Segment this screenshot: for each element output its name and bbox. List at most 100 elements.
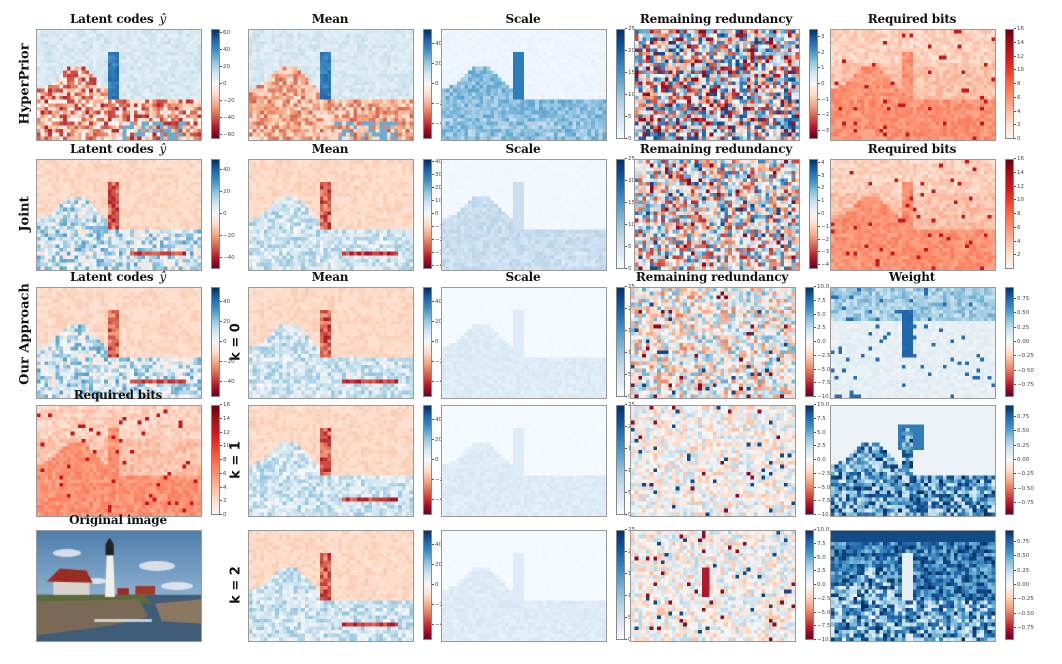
- colorbar-tick: 0.00: [1014, 339, 1029, 345]
- colorbar-tick: 6: [1014, 95, 1021, 101]
- colorbar-tick: 8: [1014, 81, 1021, 87]
- colorbar-tick: 2.5: [814, 568, 826, 574]
- colorbar-tick: 40: [220, 167, 230, 173]
- colorbar-tick: 7.5: [814, 541, 826, 547]
- colorbar-tick: −40: [432, 121, 447, 127]
- colorbar-tick: −2: [818, 112, 829, 118]
- colorbar-tick: 0: [220, 339, 227, 345]
- colorbar-tick: −3: [818, 249, 829, 255]
- colorbar-tick: 0: [625, 394, 632, 400]
- colorbar-tick: −0.25: [1014, 471, 1034, 477]
- colorbar-tick: 0.75: [1014, 539, 1029, 545]
- heatmap-mean: [248, 530, 414, 642]
- colorbar-tick: 1: [818, 198, 825, 204]
- colorbar-tick: 10: [625, 92, 635, 98]
- panel-title-text: Mean: [311, 142, 349, 156]
- panel-title-text: Latent codes: [69, 12, 154, 26]
- panel-title: Required bits: [74, 388, 163, 402]
- colorbar-tick: 0: [432, 81, 439, 87]
- colorbar-tick: 5: [625, 244, 632, 250]
- colorbar-tick: 20: [432, 562, 442, 568]
- colorbar: [423, 159, 432, 269]
- colorbar-tick: 3: [818, 173, 825, 179]
- colorbar-tick: 20: [220, 319, 230, 325]
- panel-title-text: Mean: [311, 270, 349, 284]
- colorbar-tick: 0.00: [1014, 457, 1029, 463]
- colorbar-tick: 20: [432, 185, 442, 191]
- row-label-our-approach: Our Approach: [17, 283, 33, 385]
- panel-title: Latent codes ŷ: [70, 142, 166, 156]
- colorbar: [1005, 29, 1014, 139]
- colorbar-tick: 4: [1014, 109, 1021, 115]
- colorbar-tick: 5: [625, 615, 632, 621]
- colorbar-tick: 0.0: [814, 582, 826, 588]
- colorbar-tick: 0.50: [1014, 310, 1029, 316]
- colorbar-tick: 0.0: [814, 457, 826, 463]
- colorbar-tick: 6: [220, 471, 227, 477]
- panel-title: Latent codes ŷ: [70, 12, 166, 26]
- colorbar-tick: 0.50: [1014, 428, 1029, 434]
- heatmap-scale: [441, 405, 607, 517]
- colorbar-tick: 10: [432, 198, 442, 204]
- colorbar-tick: −30: [432, 250, 447, 256]
- colorbar-tick: 40: [432, 417, 442, 423]
- colorbar-tick: 4: [818, 160, 825, 166]
- colorbar-tick: 0: [220, 81, 227, 87]
- colorbar-tick: −7.5: [814, 623, 830, 629]
- heatmap-mean: [248, 405, 414, 517]
- colorbar-tick: 0: [220, 512, 227, 518]
- colorbar-tick: 40: [220, 299, 230, 305]
- heatmap-weight: [830, 530, 996, 642]
- colorbar-tick: −2.5: [814, 353, 830, 359]
- colorbar-tick: −0.75: [1014, 500, 1034, 506]
- colorbar: [211, 29, 220, 139]
- panel-title-text: Required bits: [867, 142, 957, 156]
- colorbar-tick: 0: [432, 211, 439, 217]
- colorbar-tick: 5: [625, 372, 632, 378]
- colorbar-tick: −0.75: [1014, 382, 1034, 388]
- colorbar-tick: 16: [1014, 26, 1024, 32]
- colorbar: [211, 287, 220, 397]
- heatmap-redund: [630, 287, 796, 399]
- colorbar-tick: −40: [432, 622, 447, 628]
- colorbar-tick: −1: [818, 97, 829, 103]
- colorbar-tick: 10: [220, 443, 230, 449]
- colorbar: [805, 405, 814, 515]
- colorbar: [423, 287, 432, 397]
- heatmap-latent: [36, 29, 202, 141]
- colorbar-tick: 0.25: [1014, 325, 1029, 331]
- panel-title: Remaining redundancy: [640, 142, 792, 156]
- colorbar-tick: 25: [625, 26, 635, 32]
- heatmap-scale: [441, 287, 607, 399]
- panel-title: Original image: [69, 513, 167, 527]
- row-label-joint: Joint: [17, 196, 33, 232]
- panel-title-text: Weight: [888, 270, 936, 284]
- panel-title-text: Latent codes: [69, 142, 154, 156]
- colorbar-tick: 30: [432, 172, 442, 178]
- colorbar-tick: 15: [625, 200, 635, 206]
- colorbar-tick: 10: [1014, 67, 1024, 73]
- panel-title: Remaining redundancy: [640, 12, 792, 26]
- colorbar-tick: 10: [1014, 197, 1024, 203]
- colorbar-tick: 4: [220, 485, 227, 491]
- panel-title: Latent codes ŷ: [70, 270, 166, 284]
- colorbar-tick: −0.50: [1014, 368, 1034, 374]
- colorbar-tick: −1: [818, 224, 829, 230]
- panel-title: Remaining redundancy: [636, 270, 788, 284]
- colorbar-tick: −0.25: [1014, 596, 1034, 602]
- colorbar: [423, 530, 432, 640]
- colorbar: [1005, 287, 1014, 397]
- colorbar-tick: −0.50: [1014, 486, 1034, 492]
- colorbar-tick: 2: [1014, 122, 1021, 128]
- colorbar: [1005, 405, 1014, 515]
- colorbar-tick: −10.0: [814, 512, 834, 518]
- heatmap-scale: [441, 159, 607, 271]
- colorbar-tick: 0: [432, 582, 439, 588]
- colorbar-tick: −10.0: [814, 637, 834, 643]
- y-hat-symbol: ŷ: [159, 142, 167, 156]
- colorbar: [423, 405, 432, 515]
- colorbar-tick: 12: [1014, 54, 1024, 60]
- colorbar-tick: 7.5: [814, 416, 826, 422]
- colorbar: [616, 29, 625, 139]
- panel-title-text: Remaining redundancy: [635, 270, 789, 284]
